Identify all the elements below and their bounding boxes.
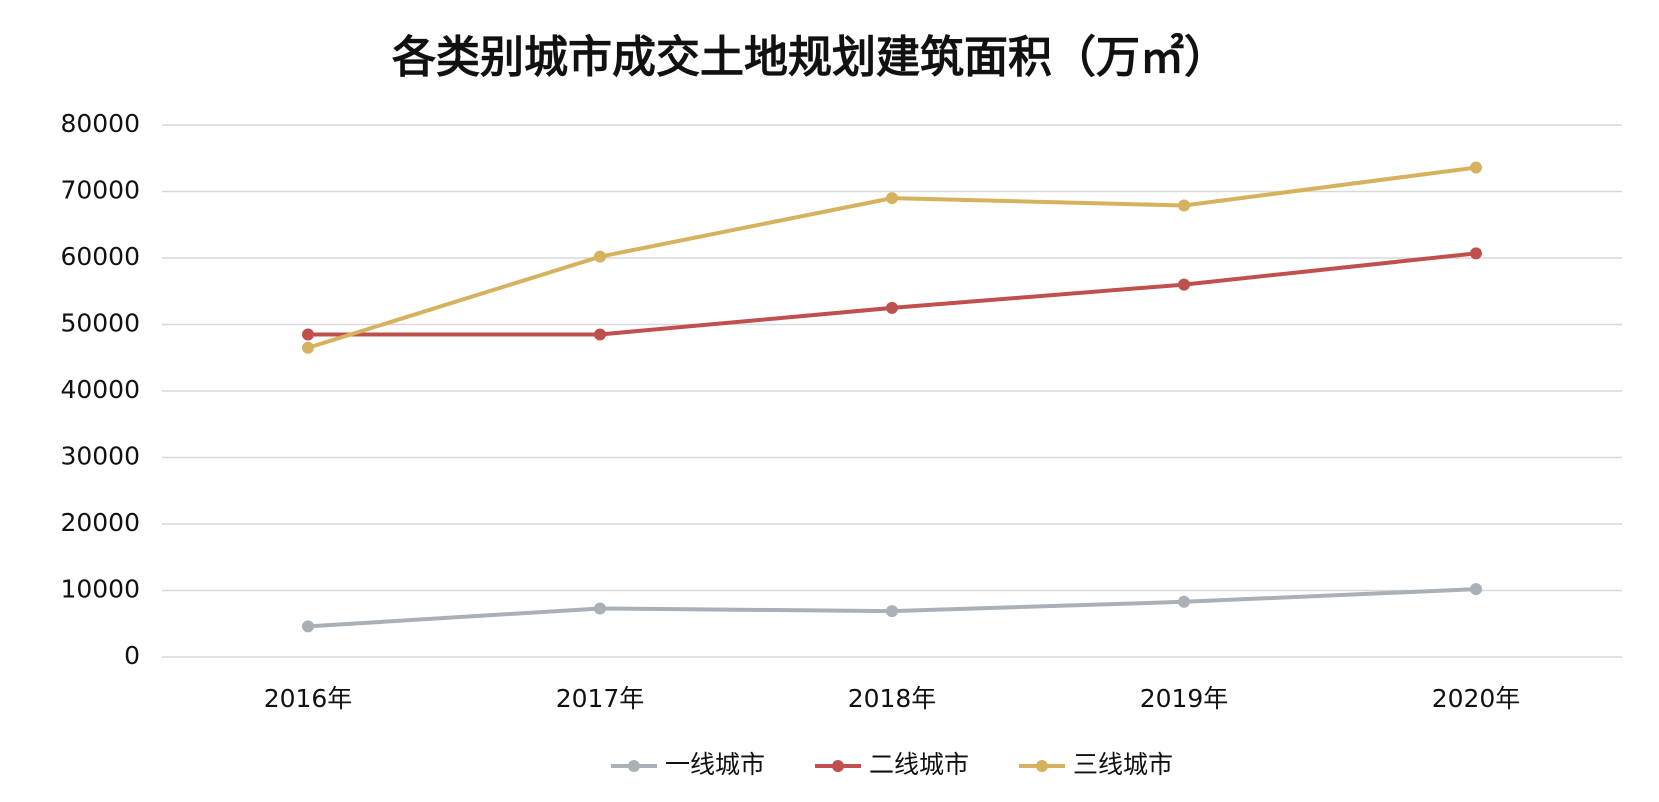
x-tick-label: 2016年 <box>264 684 353 713</box>
x-tick-label: 2020年 <box>1432 684 1521 713</box>
legend-label: 二线城市 <box>869 750 969 779</box>
legend-marker <box>1036 760 1049 772</box>
y-tick-label: 10000 <box>60 575 140 604</box>
legend-label: 一线城市 <box>665 750 765 779</box>
data-point <box>886 192 898 205</box>
x-tick-label: 2019年 <box>1140 684 1229 713</box>
y-tick-label: 70000 <box>60 176 140 205</box>
data-point <box>1178 595 1190 608</box>
y-tick-label: 0 <box>124 641 140 670</box>
legend: 一线城市 二线城市 三线城市 <box>610 750 1173 779</box>
data-point <box>302 328 314 341</box>
y-tick-label: 80000 <box>60 109 140 138</box>
y-tick-label: 20000 <box>60 508 140 537</box>
x-tick-label: 2018年 <box>848 684 937 713</box>
data-point <box>594 328 606 341</box>
data-point <box>886 605 898 618</box>
y-tick-label: 30000 <box>60 442 140 471</box>
x-tick-label: 2017年 <box>556 684 645 713</box>
y-tick-label: 50000 <box>60 309 140 338</box>
legend-label: 三线城市 <box>1073 750 1173 779</box>
data-point <box>1470 247 1482 260</box>
data-point <box>1178 278 1190 291</box>
data-point <box>1178 199 1190 212</box>
y-tick-label: 60000 <box>60 242 140 271</box>
data-point <box>594 250 606 263</box>
chart-title: 各类别城市成交土地规划建筑面积（万㎡） <box>392 32 1228 83</box>
data-point <box>886 301 898 314</box>
data-point <box>1470 583 1482 596</box>
data-point <box>1470 161 1482 174</box>
data-point <box>302 341 314 354</box>
data-point <box>594 602 606 615</box>
y-tick-label: 40000 <box>60 375 140 404</box>
legend-marker <box>831 760 844 772</box>
legend-marker <box>627 760 640 772</box>
data-point <box>302 620 314 633</box>
